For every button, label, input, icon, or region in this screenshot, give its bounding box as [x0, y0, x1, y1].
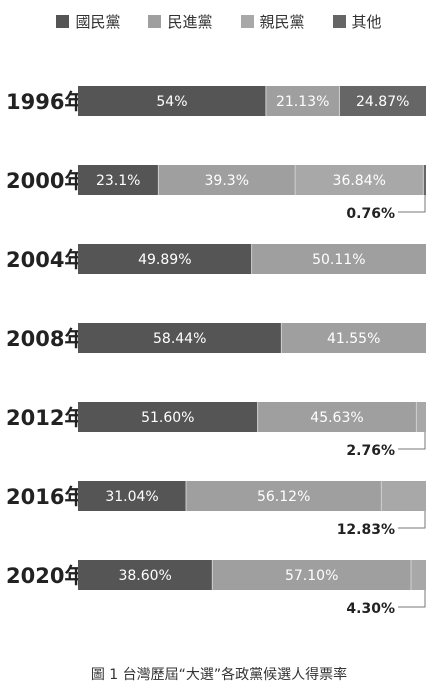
segment-label: 57.10% [285, 568, 338, 584]
bar-segment [158, 165, 296, 195]
segment-label: 39.3% [205, 173, 249, 189]
bar-segment [423, 165, 426, 195]
bar-segment [251, 244, 426, 274]
segment-label: 21.13% [276, 94, 329, 110]
year-label: 1996年 [6, 90, 85, 114]
legend-label-other: 其他 [351, 12, 382, 31]
bar-segment [411, 560, 426, 590]
legend-swatch-pfp [240, 14, 254, 28]
segment-label: 51.60% [141, 410, 194, 426]
year-label: 2008年 [6, 327, 85, 351]
callout-label: 2.76% [346, 443, 395, 459]
segment-label: 50.11% [312, 252, 365, 268]
legend-item-kmt: 國民黨 [56, 11, 120, 32]
callout-line [398, 195, 426, 213]
segment-label: 31.04% [105, 489, 158, 505]
bar-segment [78, 244, 252, 274]
bar-segment [212, 560, 412, 590]
segment-label: 54% [156, 94, 187, 110]
legend-swatch-other [332, 14, 346, 28]
legend-label-kmt: 國民黨 [75, 12, 121, 31]
bar-segment [265, 86, 340, 116]
segment-label: 24.87% [356, 94, 409, 110]
segment-label: 36.84% [333, 173, 386, 189]
year-label: 2016年 [6, 485, 85, 509]
bar-segment [78, 481, 187, 511]
segment-label: 45.63% [310, 410, 363, 426]
segment-label: 56.12% [257, 489, 310, 505]
year-label: 2012年 [6, 406, 85, 430]
legend-item-other: 其他 [332, 11, 382, 32]
legend-swatch-dpp [148, 14, 162, 28]
bar-segment [78, 86, 266, 116]
bar-segment [78, 402, 258, 432]
bar-segment [186, 481, 382, 511]
bar-segment [78, 165, 159, 195]
segment-label: 38.60% [118, 568, 171, 584]
bar-segment [281, 323, 426, 353]
legend-item-dpp: 民進黨 [148, 11, 213, 32]
year-label: 2004年 [6, 248, 85, 272]
bar-segment [381, 481, 426, 511]
segment-label: 41.55% [327, 331, 380, 347]
callout-line [398, 590, 426, 608]
stacked-bar-chart: 1996年 54% 21.13% 24.87% 2000年 23.1% 39.3% 36.84… [6, 86, 426, 617]
bar-segment [339, 86, 426, 116]
bar-segment [257, 402, 417, 432]
callout-label: 0.76% [346, 206, 395, 222]
segment-label: 23.1% [96, 173, 140, 189]
bar-segment [78, 323, 282, 353]
figure-caption: 圖 1 台灣歷屆“大選”各政黨候選人得票率 [90, 667, 348, 683]
bar-segment [78, 560, 213, 590]
bar-segment [295, 165, 424, 195]
segment-label: 49.89% [138, 252, 191, 268]
legend-item-pfp: 親民黨 [240, 11, 305, 32]
year-label: 2020年 [6, 564, 85, 588]
legend-swatch-kmt [56, 14, 70, 28]
segment-label: 58.44% [153, 331, 206, 347]
callout-line [398, 511, 426, 529]
legend: 國民黨 民進黨 親民黨 其他 [0, 8, 438, 34]
callout-label: 12.83% [337, 522, 395, 538]
year-label: 2000年 [6, 169, 85, 193]
callout-label: 4.30% [346, 601, 395, 617]
callout-line [398, 432, 426, 450]
legend-label-dpp: 民進黨 [167, 12, 213, 31]
bar-segment [416, 402, 426, 432]
legend-label-pfp: 親民黨 [259, 12, 305, 31]
